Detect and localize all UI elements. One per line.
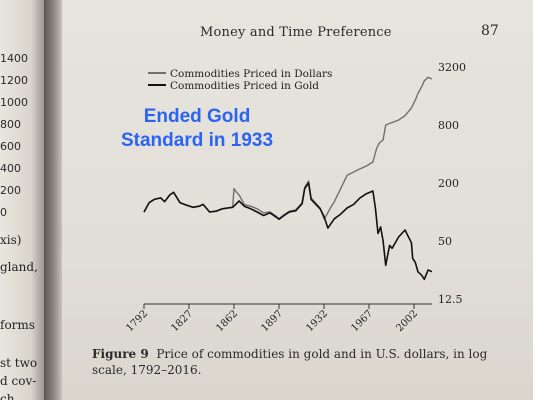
book-gutter <box>44 0 62 400</box>
left-page-text-fragment: gland, <box>0 260 38 274</box>
left-page-number: 600 <box>0 140 21 153</box>
left-page-text-fragment: d cov- <box>0 374 37 388</box>
left-page-edge: 1400 1200 1000 800 600 400 200 0 xis) gl… <box>0 0 44 400</box>
y-tick-label: 800 <box>438 119 459 132</box>
annotation-line-2: Standard in 1933 <box>120 130 274 151</box>
series-line-gold <box>143 182 433 281</box>
left-page-text-fragment: forms <box>0 318 35 332</box>
left-page-text-fragment: ch <box>0 392 15 400</box>
x-tick-label: 1862 <box>214 308 240 334</box>
x-tick-label: 1932 <box>304 308 330 334</box>
legend-label-dollars: Commodities Priced in Dollars <box>170 68 332 80</box>
gold-standard-annotation: Ended Gold Standard in 1933 <box>92 105 302 153</box>
x-tick-label: 2002 <box>394 308 420 334</box>
y-axis-labels: 12.5 50 200 800 3200 <box>438 61 466 306</box>
x-tick-label: 1897 <box>259 308 285 334</box>
y-tick-label: 200 <box>438 177 459 190</box>
left-page-number: 800 <box>0 118 21 131</box>
right-page <box>62 0 533 400</box>
y-tick-label: 12.5 <box>438 293 463 306</box>
left-page-number: 400 <box>0 162 21 175</box>
series-layer <box>143 76 433 281</box>
left-page-number: 200 <box>0 184 21 197</box>
y-tick-label: 50 <box>438 235 452 248</box>
figure-label: Figure 9 <box>92 347 149 361</box>
figure-caption: Figure 9 Price of commodities in gold an… <box>92 346 502 378</box>
x-tick-label: 1792 <box>124 308 150 334</box>
x-axis-ticks: 1792 1827 1862 1897 1932 1967 2002 <box>124 304 420 334</box>
left-page-number: 1400 <box>0 52 28 65</box>
page-number: 87 <box>481 23 499 39</box>
left-page-text-fragment: xis) <box>0 233 22 247</box>
left-page-number: 1000 <box>0 96 28 109</box>
legend-label-gold: Commodities Priced in Gold <box>170 80 319 92</box>
x-tick-label: 1827 <box>169 308 195 334</box>
annotation-line-1: Ended Gold <box>143 106 251 127</box>
running-head: Money and Time Preference <box>200 25 392 40</box>
left-page-text-fragment: st two <box>0 356 38 370</box>
left-page-number: 0 <box>0 206 7 219</box>
y-tick-label: 3200 <box>438 61 466 74</box>
chart-legend: Commodities Priced in Dollars Commoditie… <box>148 68 332 92</box>
x-tick-label: 1967 <box>349 308 375 334</box>
figure-caption-text: Price of commodities in gold and in U.S.… <box>92 347 488 377</box>
left-page-number: 1200 <box>0 74 28 87</box>
